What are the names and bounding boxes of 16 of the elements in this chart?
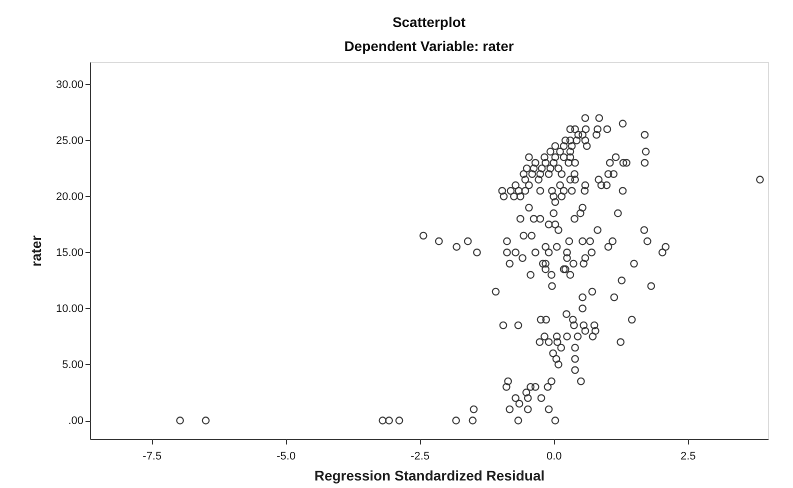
y-tick-label: .00 (68, 415, 84, 428)
x-tick-label: 2.5 (680, 450, 696, 462)
y-tick-label: 5.00 (62, 358, 84, 371)
y-axis-title: rater (28, 234, 44, 267)
y-tick-label: 25.00 (56, 134, 84, 147)
x-tick-label: -7.5 (142, 450, 162, 462)
chart-title: Scatterplot (392, 14, 466, 30)
y-tick-label: 10.00 (56, 302, 84, 315)
y-tick-label: 20.00 (56, 190, 84, 203)
y-tick-label: 15.00 (56, 246, 84, 259)
y-tick-label: 30.00 (56, 78, 84, 91)
x-tick-label: -5.0 (276, 450, 296, 462)
x-tick-label: 0.0 (546, 450, 562, 462)
chart-subtitle: Dependent Variable: rater (344, 38, 514, 54)
x-tick-label: -2.5 (410, 450, 430, 462)
x-axis-title: Regression Standardized Residual (314, 468, 545, 484)
